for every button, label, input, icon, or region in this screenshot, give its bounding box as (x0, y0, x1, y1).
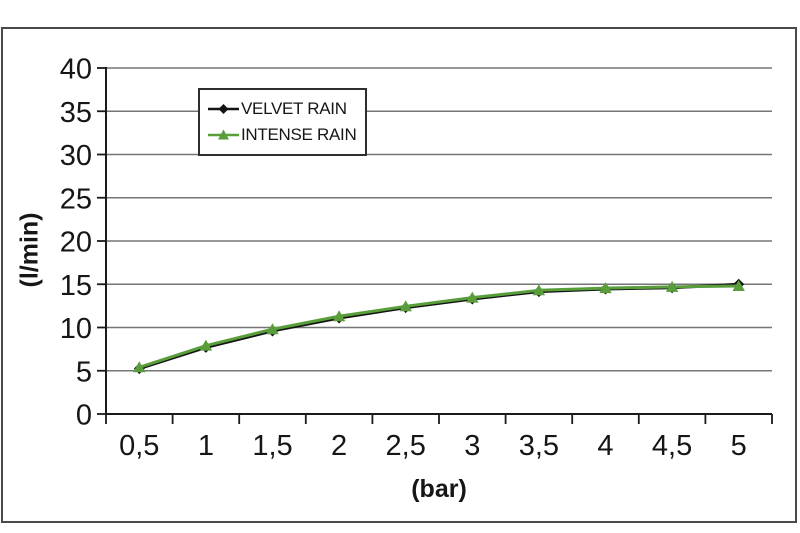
y-axis-title: (l/min) (15, 212, 44, 288)
x-tick-label-9: 5 (731, 430, 747, 462)
y-tick-label-0: 0 (76, 400, 92, 432)
legend-marker-intense-rain-icon (208, 129, 239, 140)
y-tick-label-35: 35 (60, 97, 92, 129)
legend-label-velvet-rain: VELVET RAIN (241, 99, 347, 118)
x-tick-label-4: 2,5 (386, 430, 426, 462)
legend-item-intense-rain: INTENSE RAIN (200, 122, 365, 148)
y-tick-label-40: 40 (60, 54, 92, 86)
x-tick-label-5: 3 (464, 430, 480, 462)
series-marker-intense-rain-4 (399, 300, 412, 312)
series-marker-intense-rain-5 (466, 291, 479, 303)
x-tick-label-7: 4 (597, 430, 613, 462)
series-line-velvet-rain (137, 282, 741, 371)
series-marker-intense-rain-8 (665, 280, 679, 292)
series-marker-intense-rain-2 (266, 323, 279, 335)
series-line-intense-rain (137, 284, 741, 369)
legend-label-intense-rain: INTENSE RAIN (241, 125, 357, 144)
x-tick-label-2: 1,5 (252, 430, 292, 462)
series-marker-intense-rain-1 (199, 339, 213, 351)
y-tick-label-5: 5 (76, 356, 92, 388)
chart-border-frame (1, 27, 797, 523)
series-marker-intense-rain-6 (532, 284, 546, 296)
legend-item-velvet-rain: VELVET RAIN (200, 96, 365, 122)
legend: VELVET RAIN INTENSE RAIN (198, 88, 367, 156)
x-tick-label-8: 4,5 (652, 430, 692, 462)
x-axis-title: (bar) (411, 475, 467, 503)
y-tick-label-30: 30 (60, 140, 92, 172)
x-tick-label-1: 1 (198, 430, 214, 462)
x-tick-label-0: 0,5 (119, 430, 159, 462)
y-tick-label-25: 25 (60, 183, 92, 215)
series-marker-intense-rain-0 (133, 361, 146, 373)
series-marker-intense-rain-3 (332, 310, 346, 322)
y-tick-label-10: 10 (60, 313, 92, 345)
legend-marker-velvet-rain-icon (208, 104, 239, 114)
y-tick-label-15: 15 (60, 270, 92, 302)
series-marker-intense-rain-9 (732, 279, 745, 291)
y-tick-label-20: 20 (60, 227, 92, 259)
x-tick-label-6: 3,5 (519, 430, 559, 462)
series-marker-intense-rain-7 (599, 282, 612, 294)
x-tick-label-3: 2 (331, 430, 347, 462)
